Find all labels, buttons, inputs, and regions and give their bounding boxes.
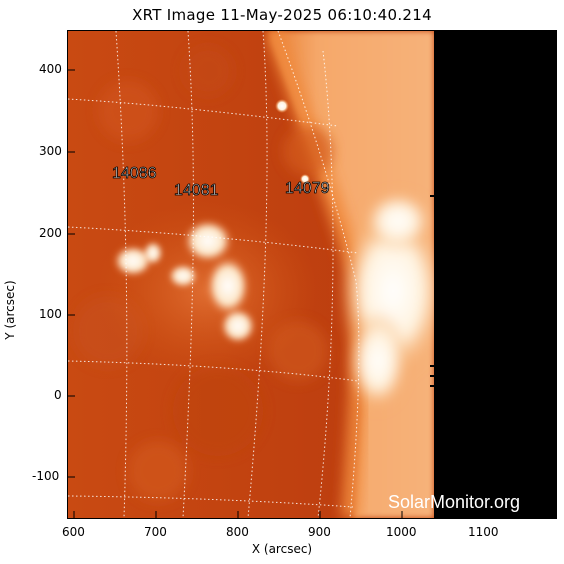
- region-label-14086: 14086: [112, 165, 157, 182]
- image-title: XRT Image 11-May-2025 06:10:40.214: [132, 6, 432, 24]
- region-label-14079: 14079: [285, 180, 330, 197]
- x-tick-label: 600: [62, 525, 85, 539]
- y-tick-label: 200: [39, 226, 62, 240]
- watermark: SolarMonitor.org: [388, 492, 520, 512]
- y-axis-label-container: Y (arcsec): [0, 230, 20, 390]
- x-tick-label: 900: [308, 525, 331, 539]
- region-label-14081: 14081: [174, 182, 219, 199]
- x-tick-label: 1100: [468, 525, 499, 539]
- x-axis-label: X (arcsec): [251, 542, 313, 556]
- x-tick-label: 800: [226, 525, 249, 539]
- y-tick-label: 0: [54, 388, 62, 402]
- solar-xray-image: 14086 14081 14079 SolarMonitor.org: [68, 31, 556, 518]
- y-tick-label: 100: [39, 307, 62, 321]
- x-tick-label: 700: [144, 525, 167, 539]
- y-axis-label: Y (arcsec): [3, 280, 17, 340]
- x-tick-label: 1000: [386, 525, 417, 539]
- y-tick-label: -100: [32, 469, 60, 483]
- solar-image-panel: 14086 14081 14079 SolarMonitor.org: [67, 30, 557, 519]
- y-tick-label: 300: [39, 144, 62, 158]
- y-tick-label: 400: [39, 62, 62, 76]
